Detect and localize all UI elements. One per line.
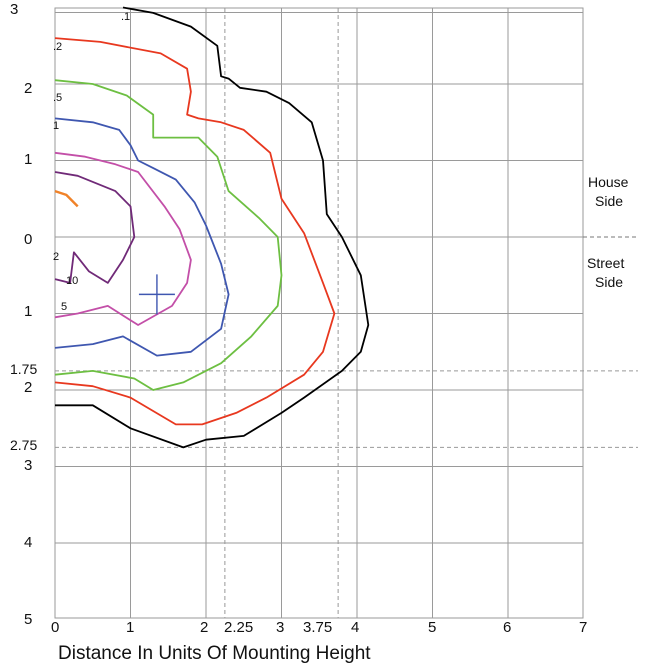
x-tick-0: 0 <box>51 619 59 636</box>
contour-lines <box>54 6 370 449</box>
contour-line-10 <box>54 189 79 208</box>
x-tick-6: 6 <box>503 619 511 636</box>
contour-line-1 <box>54 117 230 357</box>
contour-label-10: 10 <box>66 275 78 287</box>
contour-line-5 <box>54 171 136 284</box>
x-tick-3-75: 3.75 <box>303 619 332 636</box>
contour-label-0-2: .2 <box>53 41 62 53</box>
street-side-label-line2: Side <box>595 274 623 290</box>
y-tick-1-75: 1.75 <box>10 361 37 377</box>
x-axis-label: Distance In Units Of Mounting Height <box>58 643 371 664</box>
contour-line-2 <box>54 151 192 326</box>
contour-label-2: 2 <box>53 251 59 263</box>
x-tick-4: 4 <box>351 619 359 636</box>
y-tick-bottom-1: 1 <box>24 303 32 320</box>
luminaire-crosshair <box>138 274 175 315</box>
contour-line-0-1 <box>55 6 370 449</box>
contour-label-5: 5 <box>61 301 67 313</box>
y-tick-2-75: 2.75 <box>10 437 37 453</box>
contour-label-0-1: .1 <box>121 11 130 23</box>
contour-line-0-2 <box>54 37 336 426</box>
y-tick-0: 0 <box>24 231 32 248</box>
x-tick-2-25: 2.25 <box>224 619 253 636</box>
y-tick-top-3: 3 <box>10 1 18 18</box>
x-tick-2: 2 <box>200 619 208 636</box>
x-tick-3: 3 <box>276 619 284 636</box>
y-tick-bottom-4: 4 <box>24 534 32 551</box>
y-tick-top-2: 2 <box>24 80 32 97</box>
y-tick-top-1: 1 <box>24 151 32 168</box>
contour-label-0-5: .5 <box>53 92 62 104</box>
house-side-label-line2: Side <box>595 193 623 209</box>
x-tick-7: 7 <box>579 619 587 636</box>
y-tick-bottom-5: 5 <box>24 611 32 628</box>
grid <box>54 7 584 619</box>
contour-label-1: 1 <box>53 120 59 132</box>
street-side-label-line1: Street <box>587 255 624 271</box>
x-tick-1: 1 <box>126 619 134 636</box>
house-side-label-line1: House <box>588 174 629 190</box>
y-tick-bottom-3: 3 <box>24 457 32 474</box>
x-tick-5: 5 <box>428 619 436 636</box>
y-tick-bottom-2: 2 <box>24 379 32 396</box>
contour-line-0-5 <box>54 79 283 391</box>
